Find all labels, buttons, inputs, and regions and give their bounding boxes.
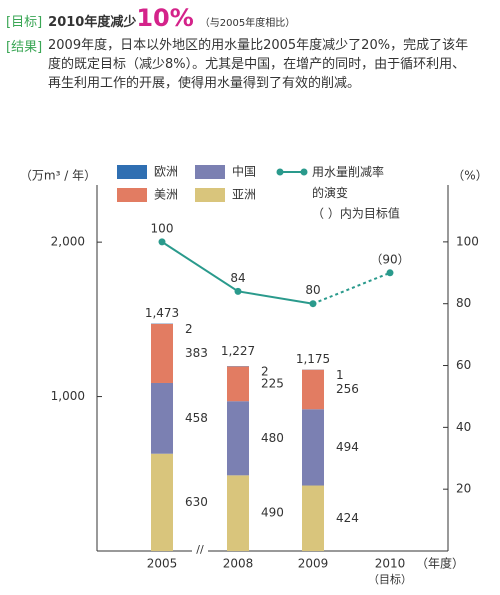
legend-note: （ ）内为目标值 <box>312 206 400 221</box>
segment-label: 225 <box>261 376 284 390</box>
bar-segment <box>227 401 249 476</box>
total-label: 1,175 <box>296 352 330 366</box>
goal-text: 2010年度减少 <box>48 15 137 30</box>
goal-note: （与2005年度相比） <box>199 18 296 29</box>
y2-tick-label: 60 <box>456 358 471 372</box>
legend-label: 欧洲 <box>154 165 178 179</box>
goal-value: 10% <box>136 4 194 32</box>
legend-label: 美洲 <box>154 188 178 202</box>
y2-tick-label: 40 <box>456 420 471 434</box>
rate-label: 80 <box>305 283 320 297</box>
legend-swatch <box>117 188 147 202</box>
segment-label: 424 <box>336 511 359 525</box>
segment-label: 383 <box>185 346 208 360</box>
legend-swatch <box>117 165 147 179</box>
x-tick-label: 2005 <box>147 557 178 571</box>
segment-label: 256 <box>336 382 359 396</box>
rate-label: （90） <box>370 252 409 266</box>
x-axis-label: （年度） <box>416 556 464 571</box>
bar-segment <box>151 323 173 383</box>
y-tick-label: 1,000 <box>51 389 85 403</box>
y-axis-label: （万m³ / 年） <box>20 169 96 183</box>
bar-segment <box>227 475 249 551</box>
segment-label: 494 <box>336 440 359 454</box>
x-tick-label: 2010 <box>375 557 406 571</box>
segment-label: 480 <box>261 431 284 445</box>
legend-swatch <box>195 165 225 179</box>
y2-tick-label: 80 <box>456 296 471 310</box>
goal-tag: [目标] <box>6 15 43 30</box>
segment-label: 458 <box>185 411 208 425</box>
result-text: 2009年度，日本以外地区的用水量比2005年度减少了20%，完成了该年度的既定… <box>48 38 469 91</box>
y2-axis-label: （%） <box>452 169 487 183</box>
goal-line: [目标] 2010年度减少 10% （与2005年度相比） <box>6 4 295 32</box>
rate-label: 84 <box>230 271 245 285</box>
bar-segment <box>302 485 324 551</box>
legend-label: 用水量削减率的演变 <box>312 164 384 200</box>
y2-tick-label: 100 <box>456 234 479 248</box>
bar-segment <box>302 369 324 410</box>
axis-break: // <box>196 543 204 556</box>
bar-segment <box>227 366 249 402</box>
legend-dot <box>276 168 284 176</box>
legend-label-line: 的演变 <box>312 185 348 200</box>
segment-label: 2 <box>185 322 193 336</box>
result-tag: [结果] <box>6 40 43 55</box>
total-label: 1,473 <box>145 306 179 320</box>
legend-label: 亚洲 <box>232 188 256 202</box>
total-label: 1,227 <box>221 344 255 358</box>
x-sublabel: （目标） <box>368 572 412 586</box>
segment-label: 1 <box>336 368 344 382</box>
rate-point <box>386 269 394 277</box>
bar-segment <box>151 382 173 454</box>
bar-segment <box>151 453 173 551</box>
axis-break-bg <box>192 542 208 556</box>
x-tick-label: 2008 <box>223 557 254 571</box>
x-tick-label: 2009 <box>298 557 329 571</box>
rate-point <box>158 238 166 246</box>
bar-segment <box>302 409 324 486</box>
target-connector <box>312 271 391 305</box>
rate-label: 100 <box>151 221 174 235</box>
segment-label: 2 <box>261 365 269 379</box>
segment-label: 630 <box>185 495 208 509</box>
legend-label-line: 用水量削减率 <box>312 164 384 179</box>
legend-swatch <box>195 188 225 202</box>
y-tick-label: 2,000 <box>51 235 85 249</box>
y2-tick-label: 20 <box>456 482 471 496</box>
legend-dot <box>300 168 308 176</box>
rate-point <box>234 287 242 295</box>
legend-label: 中国 <box>232 164 256 179</box>
segment-label: 490 <box>261 506 284 520</box>
